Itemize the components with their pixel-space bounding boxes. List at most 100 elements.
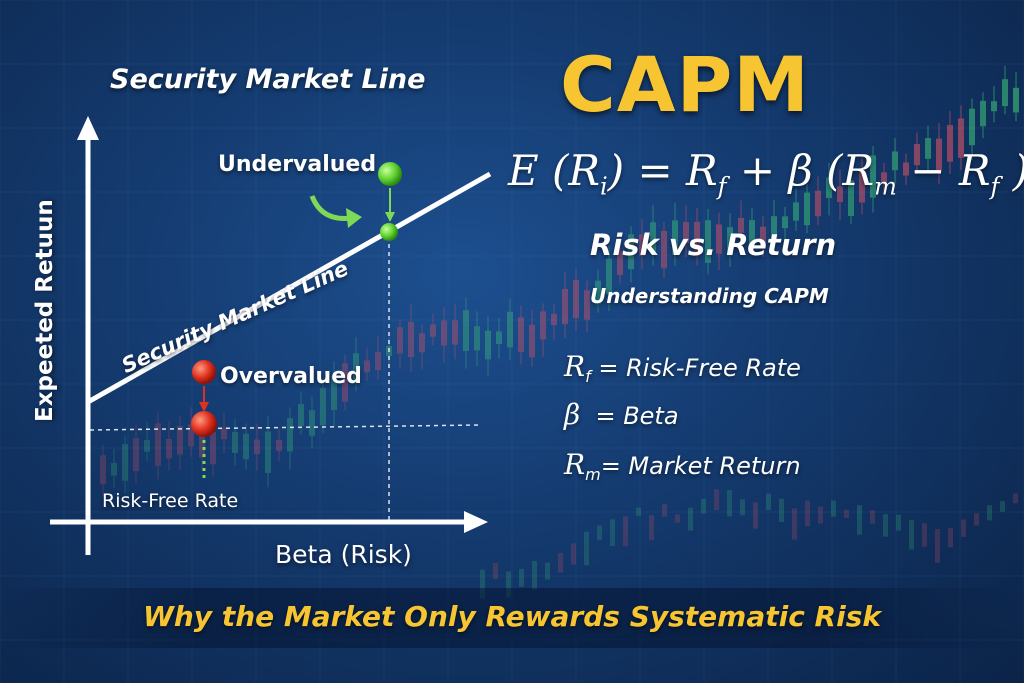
- candlestick: [760, 216, 766, 257]
- candlestick: [430, 313, 436, 346]
- formula-minus: −: [910, 146, 946, 195]
- overvalued-sml-point: [191, 411, 217, 437]
- candlestick: [551, 304, 557, 340]
- candlestick: [958, 105, 964, 171]
- candlestick: [922, 523, 927, 547]
- candlestick: [837, 169, 843, 220]
- candlestick: [883, 514, 888, 537]
- formula-plus: +: [739, 146, 776, 195]
- candlestick: [826, 162, 832, 216]
- candlestick: [782, 206, 788, 241]
- candlestick: [857, 505, 862, 535]
- candlestick: [749, 207, 755, 255]
- candlestick: [914, 132, 920, 175]
- candlestick: [672, 202, 678, 266]
- candlestick: [896, 514, 901, 531]
- candlestick: [518, 305, 524, 365]
- risk-free-rate-label: Risk-Free Rate: [102, 490, 239, 512]
- candlestick: [408, 304, 414, 373]
- candlestick: [342, 354, 348, 411]
- candlestick: [562, 271, 568, 339]
- candlestick: [714, 489, 719, 511]
- candlestick: [701, 498, 706, 514]
- candlestick: [375, 336, 381, 380]
- subtitle: Risk vs. Return: [590, 228, 837, 262]
- formula-rf2-sub: f: [990, 172, 1000, 201]
- diagram-title: Security Market Line: [110, 64, 426, 95]
- candlestick: [353, 336, 359, 392]
- candlestick: [1000, 501, 1005, 512]
- candlestick: [177, 416, 183, 471]
- risk-free-guide-line: [89, 424, 481, 431]
- candlestick: [623, 516, 628, 547]
- candlestick: [771, 199, 777, 253]
- candlestick: [716, 212, 722, 271]
- candlestick: [779, 498, 784, 522]
- undervalued-drop-arrow-head-icon: [385, 212, 395, 222]
- candlestick: [947, 110, 953, 174]
- candlestick: [474, 311, 480, 367]
- formula-paren: ): [999, 146, 1024, 195]
- candlestick: [818, 506, 823, 524]
- candlestick: [540, 303, 546, 357]
- candlestick: [675, 514, 680, 523]
- candlestick: [628, 226, 634, 283]
- candlestick: [243, 423, 249, 470]
- candlestick: [276, 428, 282, 461]
- subtitle-secondary: Understanding CAPM: [590, 284, 829, 308]
- candlestick: [650, 204, 656, 266]
- candlestick: [727, 213, 733, 268]
- candlestick: [727, 490, 732, 517]
- candlestick: [738, 200, 744, 249]
- candlestick: [683, 204, 689, 258]
- candlestick: [122, 435, 128, 494]
- formula-paren: ): [607, 146, 638, 195]
- candlestick: [961, 519, 966, 537]
- candlestick: [595, 269, 601, 313]
- candlestick: [584, 531, 589, 566]
- formula-rf2: R: [958, 146, 991, 195]
- overvalued-drop-arrow-head-icon: [199, 402, 209, 412]
- candlestick: [463, 297, 469, 369]
- candlestick: [364, 347, 370, 381]
- candlestick: [496, 317, 502, 359]
- candlestick: [661, 222, 667, 279]
- formula-beta: β: [788, 146, 813, 195]
- candlestick: [753, 502, 758, 529]
- candlestick: [859, 157, 865, 215]
- candlestick: [688, 507, 693, 531]
- candlestick: [529, 310, 535, 367]
- candlestick: [221, 412, 227, 454]
- candlestick: [936, 123, 942, 185]
- candlestick: [507, 298, 513, 360]
- candlestick: [881, 163, 887, 195]
- candlestick: [804, 183, 810, 234]
- y-axis-arrow-icon: [77, 116, 99, 140]
- candlestick: [694, 208, 700, 266]
- candlestick: [870, 145, 876, 213]
- candlestick: [610, 519, 615, 547]
- formula-paren: (: [812, 146, 843, 195]
- candlestick: [519, 568, 524, 587]
- legend-rm-sub: m: [585, 464, 601, 484]
- candlestick: [485, 316, 491, 376]
- candlestick: [480, 569, 485, 599]
- candlestick: [805, 500, 810, 527]
- candlestick: [419, 324, 425, 370]
- candlestick: [155, 411, 161, 480]
- curved-arrow-head-icon: [346, 208, 362, 228]
- legend-rm-text: = Market Return: [600, 452, 801, 480]
- candlestick: [287, 407, 293, 469]
- legend-beta-text: = Beta: [595, 402, 679, 430]
- candlestick: [925, 125, 931, 172]
- legend-risk-free: Rf = Risk-Free Rate: [564, 350, 801, 386]
- candlestick: [740, 499, 745, 516]
- candlestick: [892, 138, 898, 184]
- candlestick: [909, 519, 914, 550]
- footer-band: [0, 588, 1024, 648]
- candlestick: [815, 176, 821, 226]
- formula-equals: =: [637, 146, 673, 195]
- candlestick: [935, 529, 940, 563]
- legend-rf-text: = Risk-Free Rate: [598, 354, 801, 382]
